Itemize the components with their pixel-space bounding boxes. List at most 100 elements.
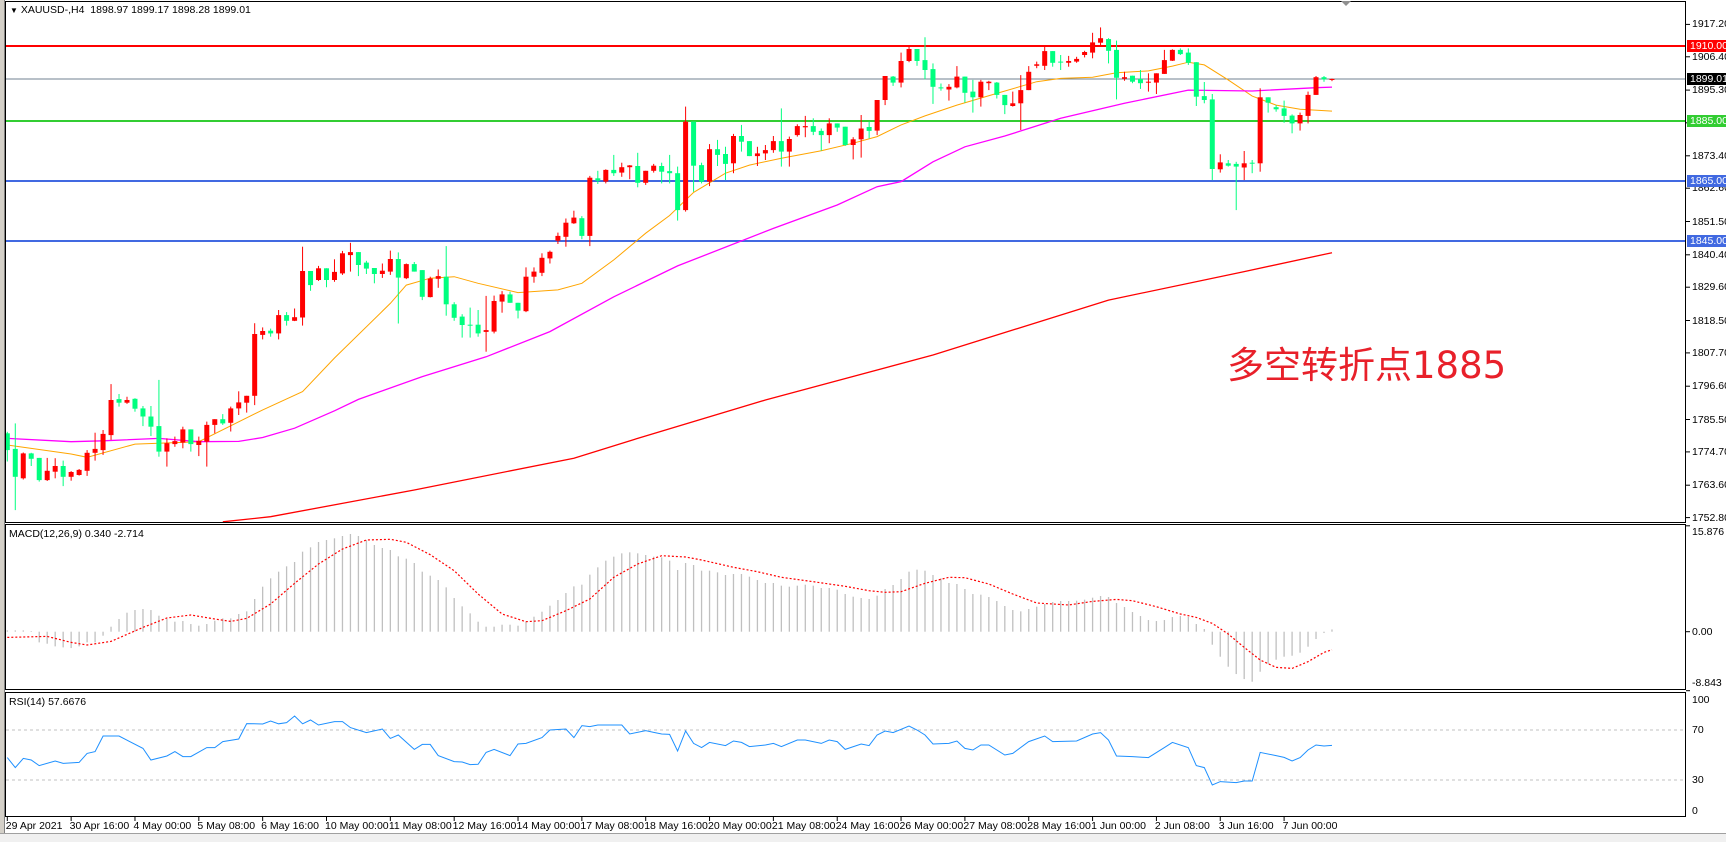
- candle: [531, 267, 537, 283]
- candle: [435, 269, 441, 288]
- candle-body: [387, 259, 393, 272]
- candle-body: [922, 60, 928, 70]
- candle: [1193, 62, 1199, 106]
- candle-body: [619, 167, 625, 173]
- candle-body: [770, 141, 776, 151]
- candle-body: [68, 472, 74, 477]
- candle: [1273, 105, 1279, 112]
- candle: [770, 136, 776, 153]
- candle: [1161, 49, 1167, 74]
- candle: [994, 82, 1000, 99]
- candle: [419, 270, 425, 301]
- candle: [387, 250, 393, 275]
- candle: [1241, 151, 1247, 181]
- candle-body: [260, 331, 266, 335]
- candle: [459, 314, 465, 338]
- price-axis-label: 1895.30: [1692, 84, 1726, 97]
- macd-signal-line: [7, 538, 1333, 670]
- candle-body: [651, 165, 657, 171]
- candle-body: [1281, 108, 1287, 116]
- rsi-plot: [6, 715, 1685, 786]
- candle: [962, 76, 968, 103]
- candle-body: [954, 76, 960, 88]
- candle-body: [1305, 94, 1311, 116]
- candle-body: [491, 301, 497, 332]
- candle: [786, 136, 792, 167]
- candle-body: [6, 433, 10, 451]
- candle: [68, 471, 74, 481]
- time-axis-label: 4 May 00:00: [133, 820, 192, 832]
- candle-body: [890, 76, 896, 83]
- candle: [746, 141, 752, 157]
- candle: [1249, 160, 1255, 174]
- candle: [603, 169, 609, 184]
- moving-average-ma_mid: [7, 86, 1333, 443]
- candle-body: [1241, 163, 1247, 168]
- candle-body: [371, 268, 377, 274]
- time-axis-label: 2 Jun 08:00: [1154, 820, 1210, 832]
- candle-body: [946, 86, 952, 90]
- candle-body: [1137, 79, 1143, 84]
- candle: [659, 162, 665, 184]
- chart-shift-marker-icon[interactable]: [1341, 1, 1351, 6]
- candle-body: [675, 173, 681, 211]
- triangle-down-icon[interactable]: ▼: [10, 6, 18, 15]
- candle: [244, 395, 250, 413]
- candle-body: [116, 399, 122, 403]
- candle: [188, 429, 194, 452]
- candle: [204, 421, 210, 467]
- candle-body: [587, 177, 593, 236]
- candle: [1297, 112, 1303, 131]
- candle: [874, 100, 880, 136]
- candle-body: [499, 294, 505, 302]
- candle: [1098, 27, 1104, 47]
- candle: [778, 108, 784, 167]
- candle-body: [794, 126, 800, 136]
- candle-body: [324, 268, 329, 280]
- candle-body: [914, 49, 920, 61]
- candle: [1122, 71, 1127, 81]
- candle-body: [810, 126, 816, 132]
- price-axis-label: 1752.80: [1692, 511, 1726, 524]
- candle: [84, 450, 90, 476]
- candle-body: [1082, 52, 1088, 55]
- price-axis-label: 1807.70: [1692, 346, 1726, 359]
- candle-body: [244, 395, 250, 403]
- candle: [691, 121, 697, 192]
- candle: [236, 391, 242, 415]
- candle-body: [547, 251, 553, 259]
- candle: [1106, 38, 1112, 64]
- candle-body: [132, 398, 138, 409]
- candle: [260, 327, 266, 340]
- candle-body: [563, 222, 569, 237]
- candle: [483, 295, 489, 352]
- symbol-header: ▼ XAUUSD-,H4 1898.97 1899.17 1898.28 189…: [10, 4, 251, 16]
- candle-body: [28, 453, 34, 459]
- candle-body: [539, 257, 545, 273]
- candle: [954, 66, 960, 89]
- candle-body: [1090, 42, 1096, 53]
- candle-body: [1114, 49, 1120, 78]
- candle: [363, 260, 369, 274]
- price-axis-label: 1906.40: [1692, 50, 1726, 63]
- candle-body: [507, 294, 513, 303]
- candle-body: [124, 400, 130, 403]
- candle: [355, 252, 361, 277]
- candle-body: [667, 171, 673, 174]
- candle: [1066, 55, 1072, 67]
- candle: [156, 379, 162, 457]
- candle-body: [156, 426, 162, 452]
- candle: [36, 457, 42, 482]
- candle-body: [531, 271, 537, 277]
- candle: [1082, 50, 1088, 58]
- candle: [284, 312, 290, 326]
- time-axis-label: 21 May 08:00: [771, 820, 836, 832]
- candle: [794, 124, 800, 137]
- candle: [699, 162, 705, 184]
- candle-body: [1193, 62, 1199, 97]
- candle-body: [52, 466, 58, 472]
- macd-axis-label: 0.00: [1692, 625, 1713, 638]
- candle-body: [786, 139, 792, 152]
- candle-body: [579, 218, 585, 236]
- candle: [1169, 49, 1175, 61]
